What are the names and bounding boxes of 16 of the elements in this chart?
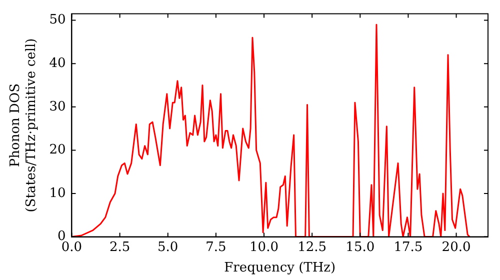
x-tick-label: 15.0 [346, 240, 375, 255]
y-tick-label: 50 [49, 12, 66, 28]
x-tick-label: 2.5 [109, 240, 130, 255]
x-axis-title: Frequency (THz) [224, 260, 336, 276]
y-tick-label: 10 [49, 186, 66, 201]
y-tick-label: 40 [49, 56, 66, 71]
x-tick-label: 12.5 [298, 240, 327, 255]
x-tick-label: 10.0 [250, 240, 278, 255]
x-tick-label: 7.5 [206, 240, 226, 255]
x-tick-label: 5.0 [158, 240, 178, 255]
y-tick-label: 20 [49, 142, 66, 158]
y-axis-title: Phonon DOS (States/THz·primitive cell) [8, 38, 39, 212]
x-tick-label: 0.0 [61, 240, 82, 255]
y-tick-label: 30 [49, 99, 66, 114]
x-tick-label: 20.0 [442, 240, 471, 255]
x-tick-label: 17.5 [394, 240, 423, 255]
